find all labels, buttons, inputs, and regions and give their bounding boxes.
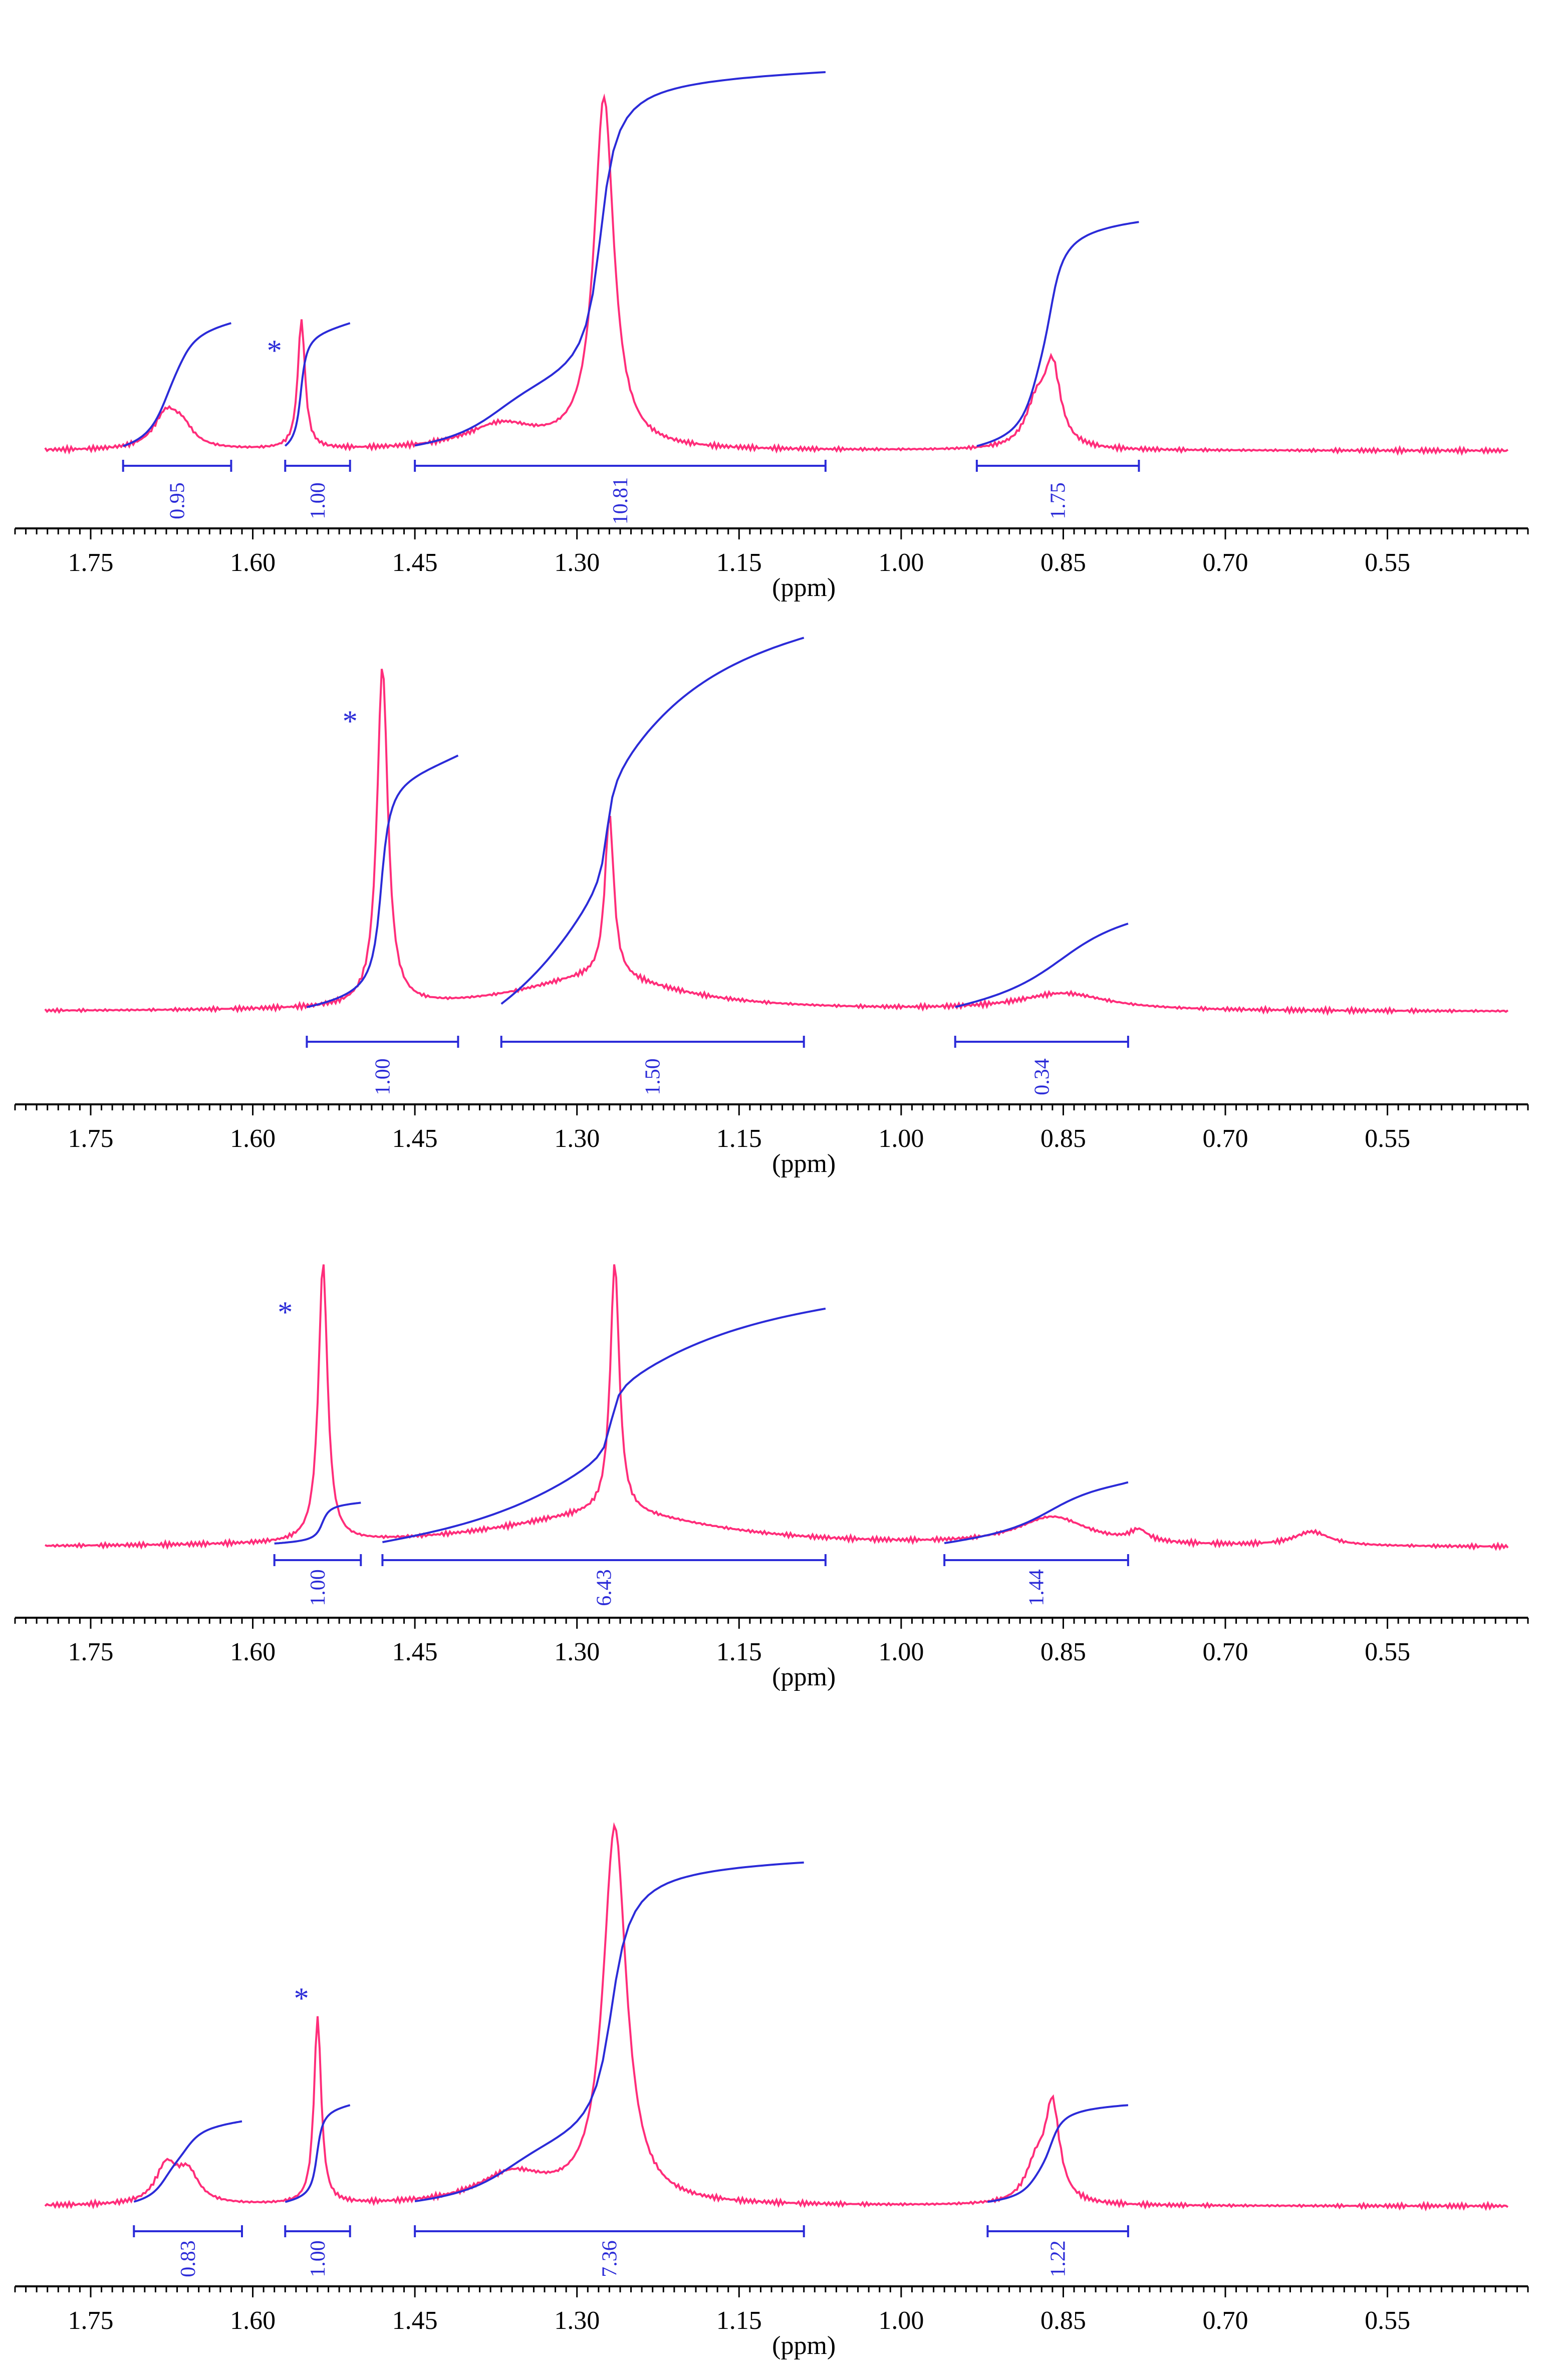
integral-value-label: 1.00 bbox=[371, 1058, 394, 1095]
integral-value-label: 1.50 bbox=[642, 1058, 665, 1095]
x-axis-tick-label: 1.45 bbox=[392, 2306, 438, 2335]
x-axis-tick-label: 1.30 bbox=[554, 1638, 600, 1666]
spectrum-trace bbox=[44, 669, 1509, 1016]
integral-curve bbox=[944, 1481, 1129, 1544]
x-axis-tick-label: 1.45 bbox=[392, 1124, 438, 1153]
integral-curve bbox=[306, 754, 459, 1008]
integral-value-label: 1.00 bbox=[307, 1569, 330, 1606]
integral-value-label: 1.75 bbox=[1047, 482, 1070, 519]
x-axis-tick-label: 0.70 bbox=[1203, 1124, 1248, 1153]
x-axis-tick-label: 1.60 bbox=[230, 548, 276, 577]
integral-value-label: 0.34 bbox=[1030, 1058, 1054, 1095]
integral-value-label: 1.00 bbox=[307, 2240, 330, 2277]
spectrum-trace bbox=[44, 1822, 1509, 2212]
integral-value-label: 7.36 bbox=[598, 2240, 621, 2277]
x-axis-tick-label: 1.75 bbox=[68, 1638, 114, 1666]
x-axis-tick-label: 0.55 bbox=[1365, 2306, 1410, 2335]
x-axis-tick-label: 1.15 bbox=[716, 1124, 762, 1153]
x-axis-label: (ppm) bbox=[772, 1149, 836, 1178]
integral-curve bbox=[133, 2120, 242, 2203]
spectrum-panel-1: * 0.95 1.00 10.81 1.75 1.75 1.60 1.45 1.30 1.15 1.… bbox=[14, 71, 1529, 602]
x-axis-tick-label: 1.45 bbox=[392, 1638, 438, 1666]
integral-value-label: 0.83 bbox=[177, 2240, 200, 2277]
x-axis-tick-label: 0.70 bbox=[1203, 2306, 1248, 2335]
spectrum-panel-2: * 1.00 1.50 0.34 1.75 1.60 1.45 1.30 1.15 1.00 0.8… bbox=[14, 637, 1529, 1178]
x-axis-tick-label: 1.00 bbox=[878, 1124, 924, 1153]
x-axis-tick-label: 1.00 bbox=[878, 1638, 924, 1666]
x-axis-tick-label: 1.75 bbox=[68, 1124, 114, 1153]
x-axis-tick-label: 1.30 bbox=[554, 2306, 600, 2335]
integral-value-label: 0.95 bbox=[166, 482, 189, 519]
integral-curve bbox=[382, 1307, 826, 1544]
x-axis-tick-label: 0.85 bbox=[1041, 2306, 1086, 2335]
x-axis-tick-label: 1.60 bbox=[230, 2306, 276, 2335]
peak-marker-asterisk: * bbox=[294, 1982, 309, 2015]
x-axis-tick-label: 0.55 bbox=[1365, 1638, 1410, 1666]
integral-curve bbox=[414, 71, 826, 447]
peak-marker-asterisk: * bbox=[267, 334, 282, 367]
integral-value-label: 10.81 bbox=[609, 477, 632, 525]
integral-value-label: 6.43 bbox=[593, 1569, 616, 1606]
integral-curve bbox=[414, 1861, 804, 2203]
x-axis-tick-label: 1.15 bbox=[716, 2306, 762, 2335]
x-axis-tick-label: 1.00 bbox=[878, 548, 924, 577]
peak-marker-asterisk: * bbox=[278, 1296, 293, 1329]
integral-curve bbox=[285, 2104, 351, 2203]
x-axis-label: (ppm) bbox=[772, 573, 836, 602]
x-axis-tick-label: 0.55 bbox=[1365, 548, 1410, 577]
x-axis-tick-label: 1.00 bbox=[878, 2306, 924, 2335]
x-axis-tick-label: 1.60 bbox=[230, 1124, 276, 1153]
x-axis-label: (ppm) bbox=[772, 1663, 836, 1691]
integral-curve bbox=[284, 322, 351, 447]
x-axis-tick-label: 1.45 bbox=[392, 548, 438, 577]
x-axis-tick-label: 0.85 bbox=[1041, 1124, 1086, 1153]
x-axis-tick-label: 0.55 bbox=[1365, 1124, 1410, 1153]
integral-curve bbox=[976, 221, 1139, 447]
integral-value-label: 1.22 bbox=[1047, 2240, 1070, 2277]
x-axis-tick-label: 0.85 bbox=[1041, 548, 1086, 577]
x-axis-tick-label: 1.15 bbox=[716, 548, 762, 577]
x-axis-tick-label: 1.75 bbox=[68, 2306, 114, 2335]
spectrum-trace bbox=[45, 1264, 1509, 1551]
integral-curve bbox=[274, 1502, 361, 1545]
spectrum-panel-3: * 1.00 6.43 1.44 1.75 1.60 1.45 1.30 1.15 1.00 0.8… bbox=[14, 1264, 1529, 1691]
peak-marker-asterisk: * bbox=[343, 705, 358, 738]
x-axis-tick-label: 0.85 bbox=[1041, 1638, 1086, 1666]
x-axis-tick-label: 1.15 bbox=[716, 1638, 762, 1666]
x-axis-tick-label: 0.70 bbox=[1203, 1638, 1248, 1666]
integral-value-label: 1.44 bbox=[1025, 1569, 1049, 1606]
x-axis-tick-label: 1.75 bbox=[68, 548, 114, 577]
integral-curve bbox=[955, 923, 1129, 1008]
spectrum-trace bbox=[44, 93, 1509, 456]
x-axis-tick-label: 1.60 bbox=[230, 1638, 276, 1666]
x-axis-tick-label: 1.30 bbox=[554, 548, 600, 577]
integral-value-label: 1.00 bbox=[307, 482, 330, 519]
x-axis-label: (ppm) bbox=[772, 2331, 836, 2360]
integral-curve bbox=[500, 637, 805, 1005]
x-axis-tick-label: 0.70 bbox=[1203, 548, 1248, 577]
x-axis-tick-label: 1.30 bbox=[554, 1124, 600, 1153]
integral-curve bbox=[987, 2104, 1129, 2203]
integral-curve bbox=[123, 322, 231, 447]
spectrum-panel-4: * 0.83 1.00 7.36 1.22 1.75 1.60 1.45 1.30 1.15 1.0… bbox=[14, 1822, 1529, 2360]
